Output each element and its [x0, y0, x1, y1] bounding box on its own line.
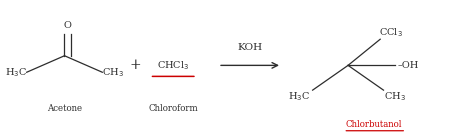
Text: –OH: –OH	[398, 61, 419, 70]
Text: KOH: KOH	[237, 43, 263, 52]
Text: +: +	[129, 58, 141, 72]
Text: Chlorbutanol: Chlorbutanol	[346, 120, 402, 129]
Text: O: O	[64, 21, 72, 30]
Text: H$_3$C: H$_3$C	[288, 91, 310, 103]
Text: Chloroform: Chloroform	[148, 104, 198, 113]
Text: Acetone: Acetone	[47, 104, 82, 113]
Text: H$_3$C: H$_3$C	[5, 67, 27, 79]
Text: CCl$_3$: CCl$_3$	[379, 26, 403, 39]
Text: CH$_3$: CH$_3$	[383, 91, 405, 103]
Text: CH$_3$: CH$_3$	[102, 67, 124, 79]
Text: CHCl$_3$: CHCl$_3$	[157, 59, 190, 72]
